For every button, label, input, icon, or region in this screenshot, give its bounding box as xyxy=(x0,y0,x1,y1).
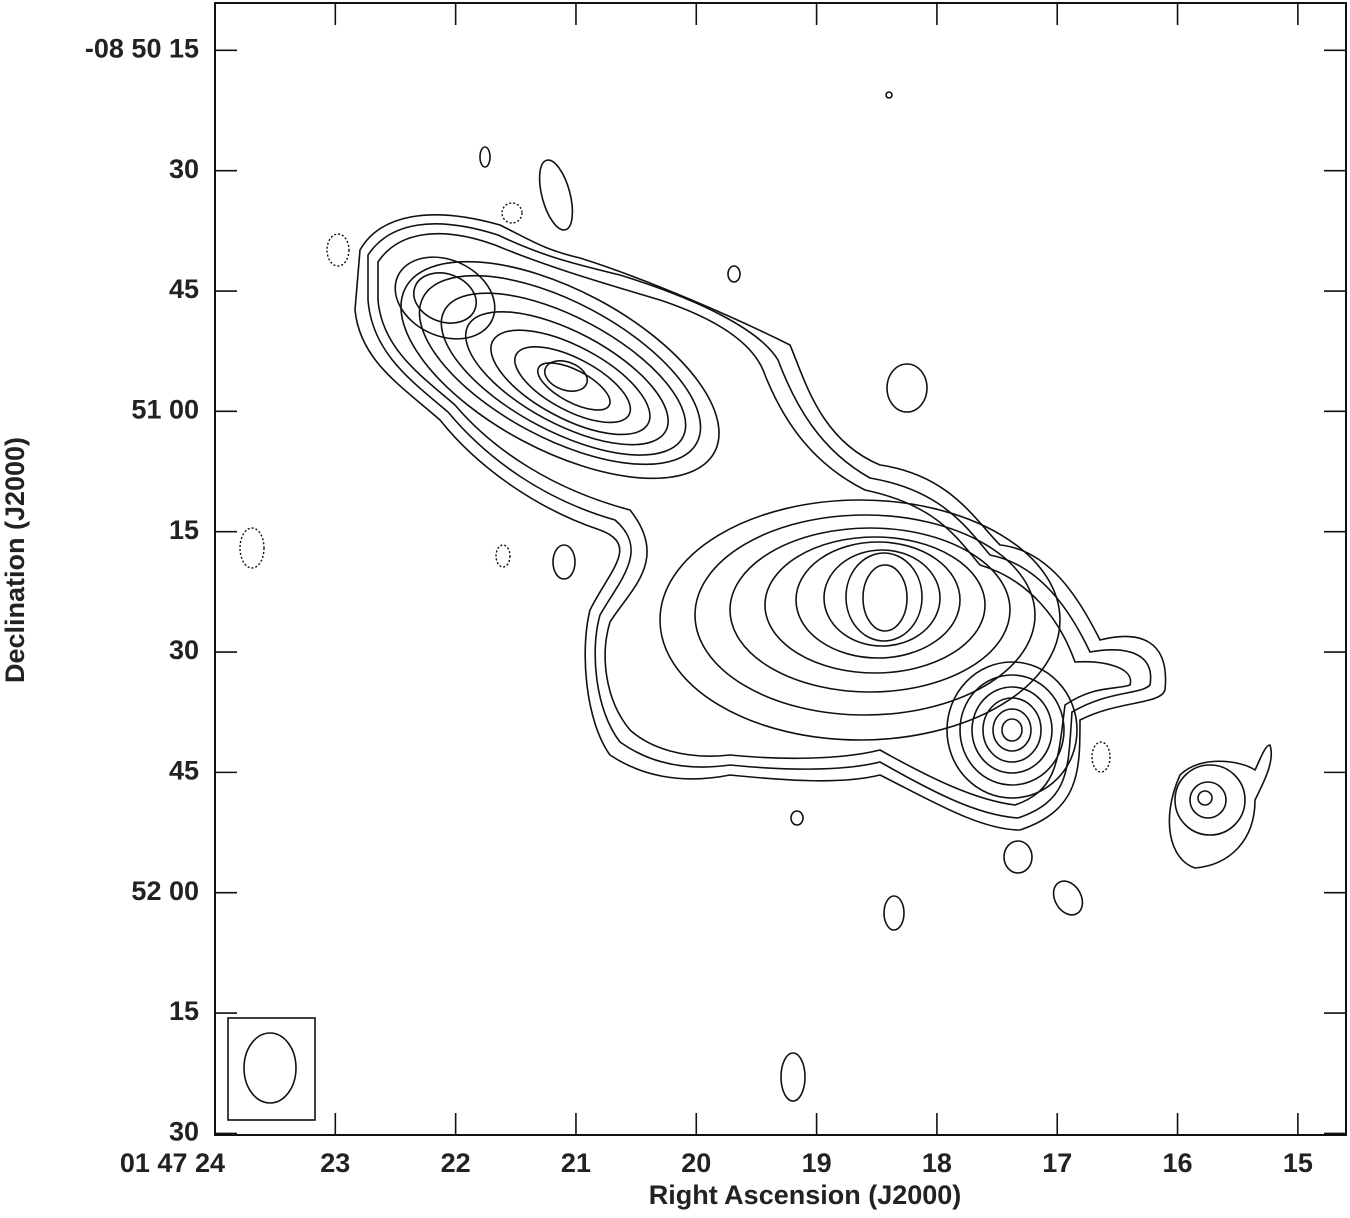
plot-frame xyxy=(214,2,1347,1136)
y-tick-label: 15 xyxy=(169,996,199,1026)
x-tick-label: 15 xyxy=(1283,1148,1313,1178)
y-tick-label: 30 xyxy=(169,635,199,665)
contours xyxy=(239,91,1273,1102)
x-tick-label: 17 xyxy=(1042,1148,1072,1178)
x-tick-label: 23 xyxy=(320,1148,350,1178)
y-tick-label: 45 xyxy=(169,755,199,785)
x-tick-label: 19 xyxy=(802,1148,832,1178)
y-tick-label: -08 50 15 xyxy=(85,33,199,63)
x-tick-label: 21 xyxy=(561,1148,591,1178)
beam xyxy=(227,1017,316,1121)
x-tick-label: 18 xyxy=(922,1148,952,1178)
x-axis-label: Right Ascension (J2000) xyxy=(649,1180,962,1210)
x-tick-label: 01 47 24 xyxy=(120,1148,225,1178)
x-tick-label: 16 xyxy=(1163,1148,1193,1178)
y-axis-label: Declination (J2000) xyxy=(0,437,30,683)
y-tick-label: 45 xyxy=(169,274,199,304)
y-tick-label: 15 xyxy=(169,515,199,545)
y-tick-label: 30 xyxy=(169,154,199,184)
x-tick-label: 20 xyxy=(681,1148,711,1178)
y-tick-label: 52 00 xyxy=(131,876,199,906)
x-tick-label: 22 xyxy=(441,1148,471,1178)
y-tick-label: 30 xyxy=(169,1117,199,1147)
y-tick-label: 51 00 xyxy=(131,394,199,424)
